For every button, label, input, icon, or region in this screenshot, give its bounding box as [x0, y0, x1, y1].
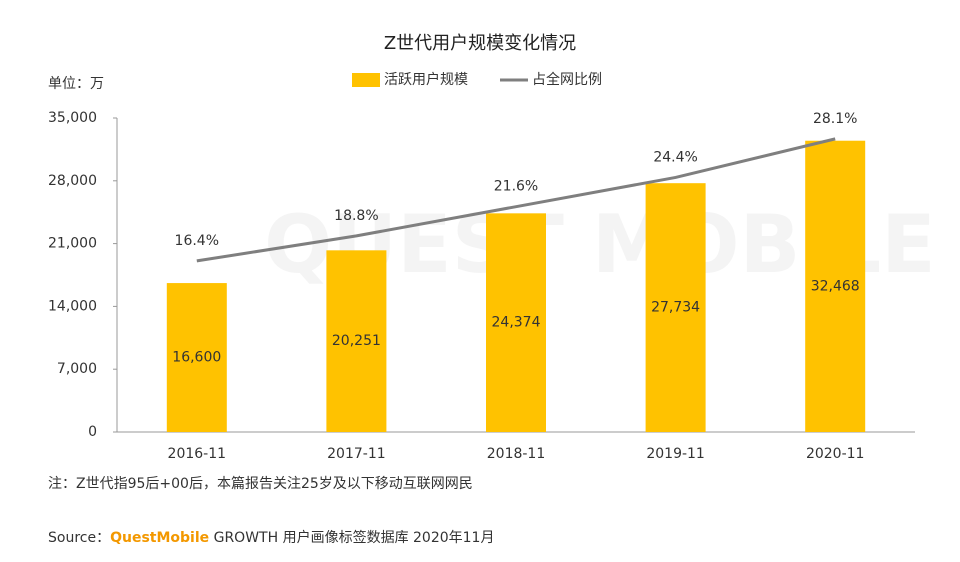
y-tick-label: 7,000: [57, 361, 97, 377]
y-tick-label: 0: [88, 424, 97, 440]
bar: [326, 250, 387, 432]
bar-value-label: 32,468: [811, 278, 860, 294]
source-brand: QuestMobile: [110, 530, 209, 546]
note: 注：Z世代指95后+00后，本篇报告关注25岁及以下移动互联网网民: [48, 476, 473, 492]
y-tick-label: 28,000: [48, 173, 97, 189]
y-axis-label: 单位：万: [48, 76, 104, 92]
line-value-label: 24.4%: [653, 149, 697, 165]
line-value-label: 21.6%: [494, 179, 538, 195]
x-tick-label: 2020-11: [806, 446, 865, 462]
y-tick-label: 35,000: [48, 110, 97, 126]
legend-label: 占全网比例: [532, 71, 602, 88]
x-tick-label: 2016-11: [168, 446, 227, 462]
x-tick-label: 2017-11: [327, 446, 386, 462]
source-prefix: Source：: [48, 530, 110, 546]
y-tick-label: 21,000: [48, 236, 97, 252]
x-tick-label: 2019-11: [646, 446, 705, 462]
source-text: GROWTH 用户画像标签数据库 2020年11月: [209, 529, 494, 546]
bar: [805, 140, 866, 433]
legend-swatch: [352, 73, 380, 87]
source: Source：QuestMobile GROWTH 用户画像标签数据库 2020…: [48, 529, 494, 546]
line-value-label: 28.1%: [813, 111, 857, 127]
bar: [486, 213, 546, 432]
y-tick-label: 14,000: [48, 298, 97, 314]
line: [196, 137, 836, 263]
bar-value-label: 24,374: [492, 315, 541, 331]
line-value-label: 16.4%: [175, 233, 219, 249]
chart-title: Z世代用户规模变化情况: [384, 33, 576, 54]
bar-value-label: 27,734: [651, 300, 700, 316]
bar-value-label: 20,251: [332, 333, 381, 349]
x-tick-label: 2018-11: [487, 446, 546, 462]
bar-value-label: 16,600: [172, 350, 221, 366]
line-value-label: 18.8%: [334, 208, 378, 224]
bar: [645, 183, 706, 432]
bar: [166, 283, 227, 432]
legend-label: 活跃用户规模: [384, 71, 468, 88]
